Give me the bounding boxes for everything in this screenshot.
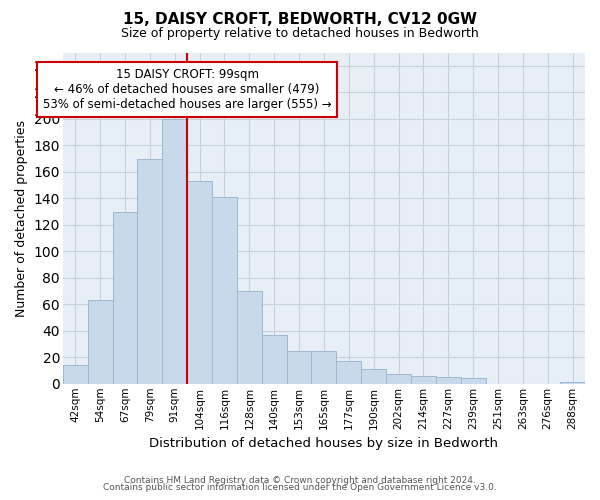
Bar — [361, 369, 386, 384]
Bar — [113, 212, 137, 384]
Bar — [560, 382, 585, 384]
Bar — [436, 377, 461, 384]
Y-axis label: Number of detached properties: Number of detached properties — [15, 120, 28, 316]
Text: 15, DAISY CROFT, BEDWORTH, CV12 0GW: 15, DAISY CROFT, BEDWORTH, CV12 0GW — [123, 12, 477, 28]
Bar — [187, 181, 212, 384]
Text: Contains HM Land Registry data © Crown copyright and database right 2024.: Contains HM Land Registry data © Crown c… — [124, 476, 476, 485]
Bar — [287, 350, 311, 384]
Bar — [311, 350, 337, 384]
Text: Contains public sector information licensed under the Open Government Licence v3: Contains public sector information licen… — [103, 484, 497, 492]
Bar — [212, 197, 237, 384]
Bar — [162, 119, 187, 384]
Bar — [262, 334, 287, 384]
Bar — [137, 158, 162, 384]
Bar — [386, 374, 411, 384]
Bar — [237, 291, 262, 384]
X-axis label: Distribution of detached houses by size in Bedworth: Distribution of detached houses by size … — [149, 437, 499, 450]
Bar — [88, 300, 113, 384]
Text: Size of property relative to detached houses in Bedworth: Size of property relative to detached ho… — [121, 28, 479, 40]
Bar — [63, 365, 88, 384]
Bar — [461, 378, 485, 384]
Text: 15 DAISY CROFT: 99sqm
← 46% of detached houses are smaller (479)
53% of semi-det: 15 DAISY CROFT: 99sqm ← 46% of detached … — [43, 68, 331, 112]
Bar — [337, 361, 361, 384]
Bar — [411, 376, 436, 384]
